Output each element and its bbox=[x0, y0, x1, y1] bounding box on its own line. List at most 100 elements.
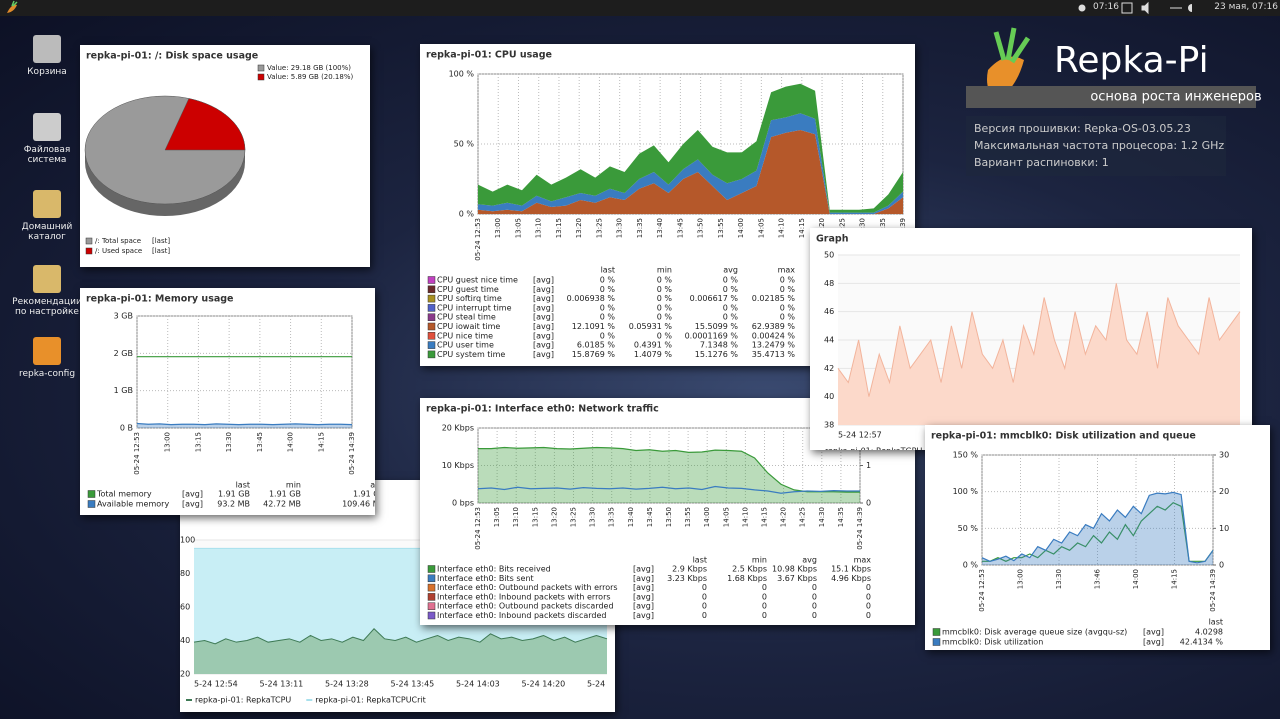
legend-swatch bbox=[427, 611, 436, 620]
legend-stat: 0 % bbox=[723, 285, 739, 294]
legend-stat: 35.4713 % bbox=[752, 350, 796, 359]
legend-stat: 2.5 Kbps bbox=[732, 565, 767, 574]
legend-stat: 0.02185 % bbox=[752, 294, 796, 303]
area bbox=[194, 628, 607, 674]
y-tick-label: 40 bbox=[180, 636, 190, 645]
x-tick-label: 13:15 bbox=[194, 432, 202, 452]
legend-stat: 0 bbox=[812, 583, 817, 592]
x-tick-label: 5-24 14:03 bbox=[456, 680, 500, 689]
legend-swatch bbox=[85, 237, 93, 245]
widget-window: repka-pi-01: CPU usage 0 % 50 % 100 % 05-24 … bbox=[420, 44, 915, 366]
legend-stat: 1.91 GB bbox=[353, 490, 375, 499]
widget-content: repka-pi-01: Memory usage 0 B 1 GB 2 GB 3 GB… bbox=[86, 294, 375, 509]
legend-stat: 1.4079 % bbox=[634, 350, 673, 359]
legend-stat: 0 % bbox=[780, 285, 796, 294]
legend-name: mmcblk0: Disk average queue size (avgqu-… bbox=[942, 628, 1127, 637]
legend-header: last bbox=[693, 556, 707, 565]
y-tick-label: 60 bbox=[180, 603, 190, 612]
brand-tagline: основа роста инженеров bbox=[1090, 90, 1261, 105]
legend-swatch bbox=[257, 64, 265, 72]
desktop-icon[interactable]: Корзина bbox=[7, 35, 87, 77]
y-tick-label: 44 bbox=[824, 336, 834, 345]
widget-content: repka-pi-01: /: Disk space usage Value: 2… bbox=[84, 51, 353, 255]
legend-name: Interface eth0: Inbound packets with err… bbox=[437, 592, 611, 601]
x-tick-label: 13:30 bbox=[589, 507, 597, 527]
legend-stat: 12.1091 % bbox=[572, 322, 616, 331]
y-tick-label: 48 bbox=[824, 279, 834, 288]
desktop-icon[interactable]: Рекомендации по настройке bbox=[7, 265, 87, 317]
series-line bbox=[136, 422, 353, 426]
x-tick-label: 14:15 bbox=[317, 432, 325, 452]
legend-swatch bbox=[87, 500, 96, 508]
series-line bbox=[477, 485, 860, 494]
legend-func: [avg] bbox=[533, 313, 554, 322]
stacked-area bbox=[478, 83, 903, 213]
legend-stat: 0 bbox=[866, 592, 871, 601]
desktop-icon[interactable]: Файловая система bbox=[7, 113, 87, 165]
legend-name: /: Total space bbox=[95, 237, 141, 245]
desktop-icon[interactable]: repka-config bbox=[7, 337, 87, 379]
legend-stat: 0 % bbox=[600, 285, 616, 294]
legend-stat: 0 bbox=[702, 602, 707, 611]
legend-stat: 1.68 Kbps bbox=[727, 574, 767, 583]
legend-swatch bbox=[257, 73, 265, 81]
legend-name: repka-pi-01: RepkaTCPU bbox=[195, 696, 291, 705]
legend-func: [avg] bbox=[533, 331, 554, 340]
clock[interactable]: 07:16 bbox=[1093, 2, 1119, 12]
legend-swatch bbox=[427, 304, 436, 312]
x-tick-label: 05-24 12:53 bbox=[133, 432, 141, 475]
y-tick-label: 2 GB bbox=[114, 349, 133, 358]
legend-swatch bbox=[427, 574, 436, 583]
legend-stat: 0 bbox=[702, 611, 707, 620]
legend-stat: 109.46 MB bbox=[342, 500, 375, 509]
icon-label: Рекомендации по настройке bbox=[12, 297, 82, 317]
icon-image bbox=[33, 190, 61, 218]
legend-stat: 42.4134 % bbox=[1180, 638, 1224, 647]
icon-label: repka-config bbox=[18, 369, 76, 379]
legend-name: CPU steal time bbox=[437, 313, 496, 322]
tray-icons[interactable] bbox=[1072, 0, 1192, 16]
x-tick-label: 13:00 bbox=[1017, 569, 1025, 589]
legend-stat: 0 % bbox=[657, 313, 673, 322]
legend-stat: 1.91 GB bbox=[269, 490, 301, 499]
legend-func: [avg] bbox=[533, 350, 554, 359]
legend-swatch bbox=[427, 341, 436, 349]
x-tick-label: 5-24 12:57 bbox=[838, 431, 882, 440]
x-tick-label: 13:10 bbox=[512, 507, 520, 527]
legend-func: [avg] bbox=[633, 592, 654, 601]
legend-stat: 2.9 Kbps bbox=[672, 565, 707, 574]
legend-func: [avg] bbox=[533, 285, 554, 294]
legend-name: Interface eth0: Inbound packets discarde… bbox=[437, 611, 606, 620]
legend-stat: 0 % bbox=[780, 313, 796, 322]
x-tick-label: 13:15 bbox=[531, 507, 539, 527]
legend-stat: 93.2 MB bbox=[217, 500, 250, 509]
widget-content: repka-pi-01: mmcblk0: Disk utilization a… bbox=[931, 431, 1229, 647]
legend-swatch bbox=[427, 276, 436, 284]
x-tick-label: 13:55 bbox=[717, 218, 725, 238]
y-tick-label: 20 Kbps bbox=[442, 424, 474, 433]
y-tick-label: 80 bbox=[180, 569, 190, 578]
legend-swatch bbox=[427, 350, 436, 359]
x-tick-label: 5-24 13:11 bbox=[260, 680, 304, 689]
y2-tick-label: 10 bbox=[1219, 524, 1229, 533]
legend-swatch bbox=[427, 602, 436, 610]
legend-stat: 42.72 MB bbox=[263, 500, 301, 509]
value-label: Value: 5.89 GB (20.18%) bbox=[267, 73, 353, 81]
pie-slice bbox=[164, 98, 246, 151]
legend-stat: 0.00424 % bbox=[752, 331, 796, 340]
x-tick-label: 13:20 bbox=[550, 507, 558, 527]
y-tick-label: 3 GB bbox=[114, 312, 133, 321]
x-tick-label: 13:45 bbox=[676, 218, 684, 238]
legend-stat: 0.4391 % bbox=[634, 341, 673, 350]
widget-window: repka-pi-01: Interface eth0: Network tra… bbox=[420, 398, 915, 625]
x-tick-label: 14:00 bbox=[737, 218, 745, 238]
x-tick-label: 13:15 bbox=[555, 218, 563, 238]
x-tick-label: 5-24 14:20 bbox=[522, 680, 566, 689]
legend-stat: 0 bbox=[866, 583, 871, 592]
x-tick-label: 14:20 bbox=[780, 507, 788, 527]
menu-button[interactable] bbox=[2, 0, 22, 16]
date[interactable]: 23 мая, 07:16 bbox=[1214, 2, 1278, 12]
legend-name: /: Used space bbox=[95, 247, 142, 255]
legend-stat: 0.05931 % bbox=[629, 322, 673, 331]
desktop-icon[interactable]: Домашний каталог bbox=[7, 190, 87, 242]
